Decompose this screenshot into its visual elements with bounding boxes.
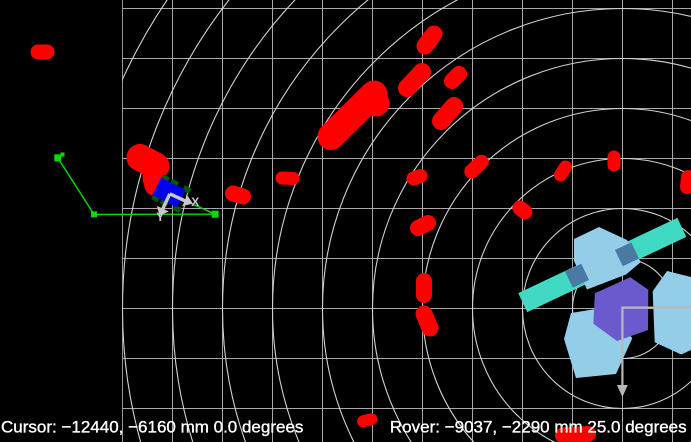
svg-text:Rover: −9037, −2290 mm 25.0 de: Rover: −9037, −2290 mm 25.0 degrees <box>390 418 687 437</box>
svg-text:Y: Y <box>156 210 164 224</box>
svg-text:X: X <box>191 195 199 209</box>
svg-text:Cursor: −12440, −6160 mm 0.0 d: Cursor: −12440, −6160 mm 0.0 degrees <box>1 418 303 437</box>
